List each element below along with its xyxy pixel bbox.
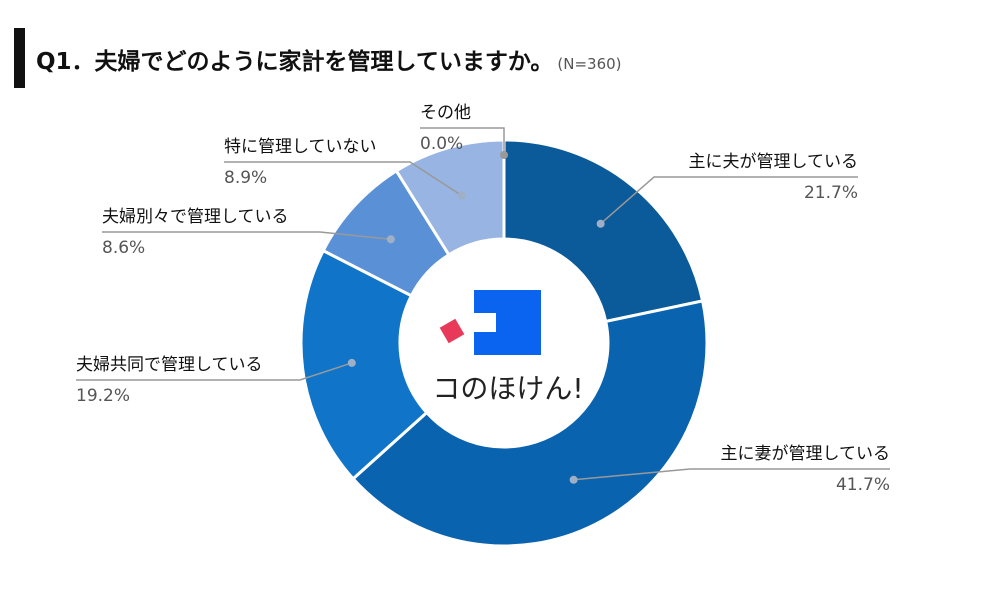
logo: コのほけん! xyxy=(432,290,584,405)
leader-dot xyxy=(347,358,356,367)
leader-dot xyxy=(457,191,466,200)
slice-value: 8.6% xyxy=(102,238,145,258)
slice-value: 19.2% xyxy=(76,386,130,406)
leader-line xyxy=(102,231,391,240)
title-text: Q1．夫婦でどのように家計を管理していますか。 xyxy=(36,49,554,75)
slice-value: 41.7% xyxy=(836,475,890,495)
slice-label: 主に夫が管理している xyxy=(689,152,859,172)
callout-group: 主に夫が管理している 21.7% 主に妻が管理している 41.7% 夫婦共同で管理してい… xyxy=(76,103,890,495)
leader-line xyxy=(76,362,353,381)
pie-slice xyxy=(502,138,705,324)
title-accent-bar xyxy=(14,28,25,88)
slice-label: 特に管理していない xyxy=(224,137,377,157)
slice-value: 21.7% xyxy=(804,183,858,203)
slice-label: 主に妻が管理している xyxy=(721,444,891,464)
leader-line xyxy=(573,468,890,481)
slice-label: その他 xyxy=(420,103,471,123)
leader-dot xyxy=(386,235,395,244)
leader-line xyxy=(600,176,858,225)
slice-value: 0.0% xyxy=(420,134,463,154)
slice-label: 夫婦別々で管理している xyxy=(102,207,289,227)
logo-text: コのほけん! xyxy=(432,372,583,405)
leader-line xyxy=(224,161,463,197)
slice-group xyxy=(299,138,709,548)
leader-line xyxy=(420,127,505,155)
pie-slice xyxy=(350,299,709,548)
slice-value: 8.9% xyxy=(224,168,267,188)
sample-size: (N=360) xyxy=(557,55,622,73)
leader-dot xyxy=(569,475,578,484)
pie-slice xyxy=(299,248,429,481)
logo-red-diamond-icon xyxy=(439,318,465,344)
chart-title: Q1．夫婦でどのように家計を管理していますか。 (N=360) xyxy=(36,42,622,76)
leader-dot xyxy=(500,151,508,159)
leader-dot xyxy=(596,219,605,228)
logo-blue-bracket-icon xyxy=(474,290,541,355)
slice-label: 夫婦共同で管理している xyxy=(76,355,263,375)
